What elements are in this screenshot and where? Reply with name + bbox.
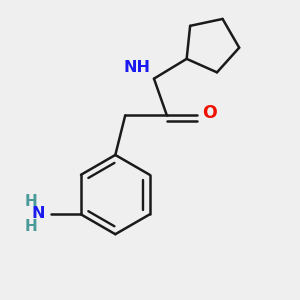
Text: O: O bbox=[202, 104, 217, 122]
Text: N: N bbox=[32, 206, 45, 221]
Text: H: H bbox=[25, 194, 38, 209]
Text: H: H bbox=[25, 219, 38, 234]
Text: NH: NH bbox=[124, 60, 151, 75]
